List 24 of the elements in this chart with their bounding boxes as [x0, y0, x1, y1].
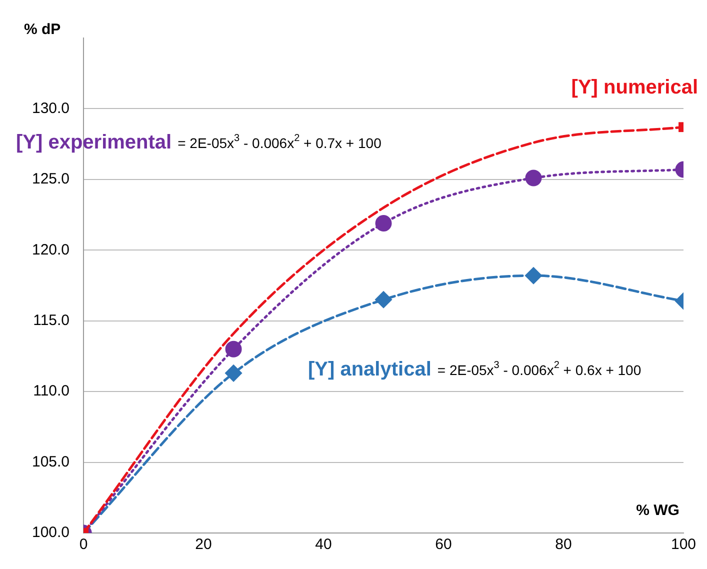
- series-label: [Y] numerical: [571, 76, 698, 99]
- series-label: [Y] analytical: [308, 358, 432, 381]
- point: [375, 215, 392, 232]
- y-tick-label: 130.0: [32, 100, 70, 117]
- x-tick-label: 80: [555, 536, 572, 554]
- x-tick-label: 60: [435, 536, 452, 554]
- point: [225, 364, 242, 382]
- y-tick-label: 105.0: [32, 453, 70, 470]
- y-tick-label: 110.0: [33, 382, 70, 400]
- text: [Y] experimental: [16, 132, 172, 154]
- point: [525, 267, 542, 284]
- point: [225, 340, 242, 358]
- y-tick-label: 125.0: [32, 170, 70, 188]
- point: [525, 170, 542, 186]
- x-tick-label: 0: [79, 536, 88, 554]
- point: [375, 291, 392, 308]
- y-tick-label: 115.0: [33, 312, 70, 329]
- y-tick-label: 120.0: [32, 241, 70, 258]
- x-tick-label: 20: [195, 536, 212, 554]
- x-tick-label: 100: [670, 536, 696, 554]
- x-axis-title: % WG: [636, 502, 680, 520]
- x-tick-label: 40: [315, 536, 332, 554]
- y-tick-label: 100.0: [32, 524, 70, 542]
- y-axis-title: % dP: [24, 21, 61, 38]
